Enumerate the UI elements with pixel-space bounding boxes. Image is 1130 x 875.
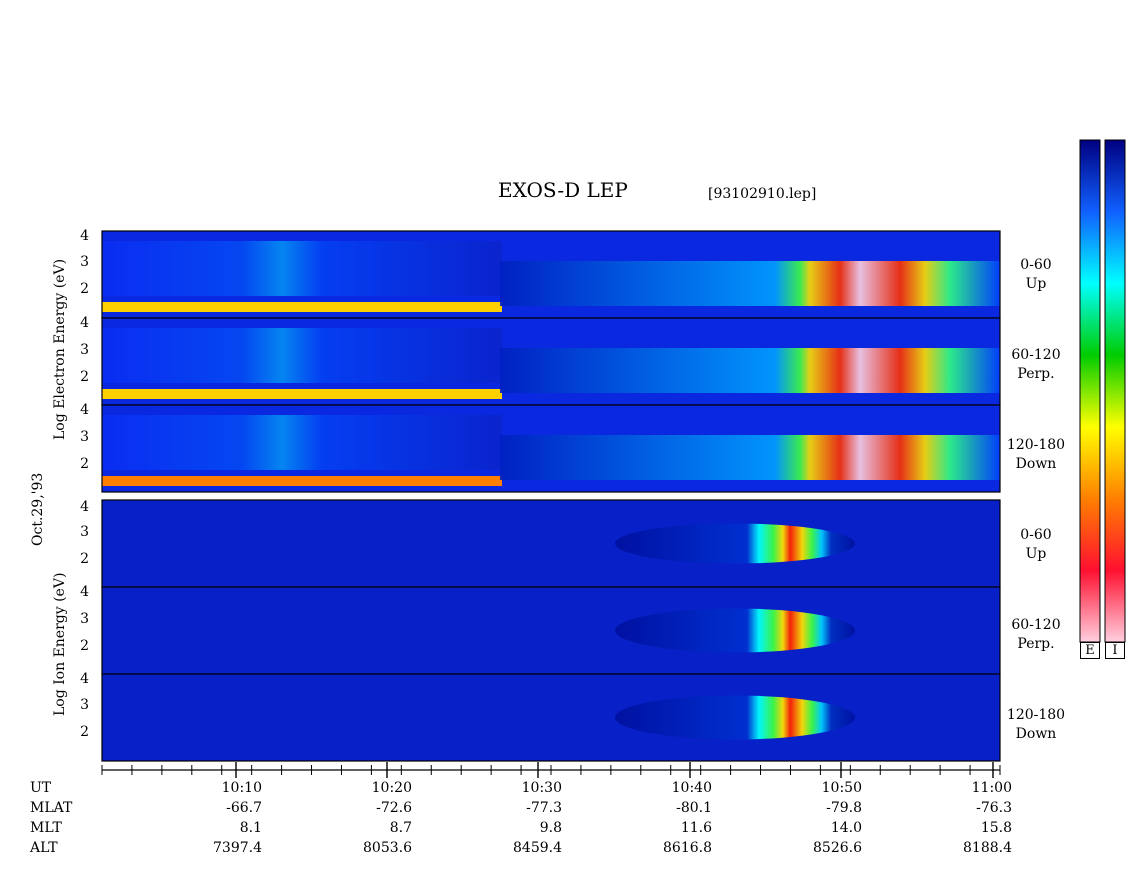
electron-precipitation-core bbox=[500, 348, 1000, 393]
ion-precipitation-core bbox=[615, 523, 855, 564]
ephemeris-value: 8.7 bbox=[389, 820, 412, 836]
ytick: 4 bbox=[80, 228, 89, 244]
ytick: 2 bbox=[80, 281, 89, 297]
ephemeris-value: -72.6 bbox=[376, 800, 412, 816]
ion-ylabel: Log Ion Energy (eV) bbox=[52, 572, 68, 716]
heatmap-panel-5 bbox=[102, 587, 1000, 674]
electron-background-band bbox=[102, 328, 502, 383]
ephemeris-value: 8188.4 bbox=[963, 840, 1012, 856]
panel-label-i-up: 0-60 Up bbox=[1020, 527, 1052, 562]
ephemeris-value: -77.3 bbox=[526, 800, 562, 816]
chart-title: EXOS-D LEP bbox=[498, 178, 628, 202]
heatmap-panel-4 bbox=[102, 500, 1000, 587]
ion-precipitation-core bbox=[615, 608, 855, 653]
panel-label-i-down: 120-180 Down bbox=[1006, 707, 1066, 742]
electron-precipitation-core bbox=[500, 261, 1000, 306]
colorbar-label-e: E bbox=[1080, 642, 1100, 659]
ytick: 3 bbox=[80, 342, 89, 358]
ytick: 3 bbox=[80, 611, 89, 627]
ephemeris-value: 8.1 bbox=[239, 820, 262, 836]
ytick: 2 bbox=[80, 369, 89, 385]
ephemeris-value: 10:40 bbox=[671, 780, 712, 796]
ytick: 3 bbox=[80, 697, 89, 713]
ytick: 4 bbox=[80, 315, 89, 331]
colorbar-electron bbox=[1079, 139, 1101, 643]
electron-ylabel: Log Electron Energy (eV) bbox=[52, 258, 68, 440]
ephemeris-value: 11.6 bbox=[680, 820, 712, 836]
ephemeris-value: 7397.4 bbox=[213, 840, 262, 856]
panel-frame bbox=[101, 404, 1001, 493]
electron-low-energy-band bbox=[102, 302, 502, 312]
ytick: 4 bbox=[80, 671, 89, 687]
ephemeris-value: 8053.6 bbox=[363, 840, 412, 856]
ephemeris-value: -80.1 bbox=[676, 800, 712, 816]
ytick: 4 bbox=[80, 499, 89, 515]
ephemeris-value: -66.7 bbox=[226, 800, 262, 816]
ephemeris-row-label: MLAT bbox=[30, 800, 73, 816]
ytick: 2 bbox=[80, 638, 89, 654]
ytick: 3 bbox=[80, 429, 89, 445]
ephemeris-value: 14.0 bbox=[830, 820, 862, 836]
panel-label-e-down: 120-180 Down bbox=[1006, 437, 1066, 472]
panel-label-e-up: 0-60 Up bbox=[1020, 257, 1052, 292]
ytick: 2 bbox=[80, 724, 89, 740]
ephemeris-value: 10:50 bbox=[821, 780, 862, 796]
ytick: 3 bbox=[80, 524, 89, 540]
ephemeris-value: 8526.6 bbox=[813, 840, 862, 856]
date-label: Oct.29,'93 bbox=[30, 472, 46, 546]
ytick: 2 bbox=[80, 456, 89, 472]
electron-precipitation-core bbox=[500, 435, 1000, 480]
ion-precipitation-core bbox=[615, 695, 855, 740]
panel-label-i-perp: 60-120 Perp. bbox=[1011, 617, 1061, 652]
panel-frame bbox=[101, 673, 1001, 762]
ephemeris-row-label: MLT bbox=[30, 820, 62, 836]
electron-low-energy-band bbox=[102, 389, 502, 399]
ephemeris-value: 11:00 bbox=[971, 780, 1012, 796]
ephemeris-value: -76.3 bbox=[976, 800, 1012, 816]
colorbar-ion bbox=[1104, 139, 1126, 643]
ephemeris-value: 10:20 bbox=[371, 780, 412, 796]
panel-label-e-perp: 60-120 Perp. bbox=[1011, 347, 1061, 382]
heatmap-panel-6 bbox=[102, 674, 1000, 761]
ephemeris-value: 15.8 bbox=[980, 820, 1012, 836]
ytick: 4 bbox=[80, 402, 89, 418]
ephemeris-row-label: ALT bbox=[30, 840, 58, 856]
ytick: 3 bbox=[80, 254, 89, 270]
colorbar-label-i: I bbox=[1105, 642, 1125, 659]
file-name: [93102910.lep] bbox=[708, 186, 817, 202]
electron-background-band bbox=[102, 415, 502, 470]
ephemeris-value: -79.8 bbox=[826, 800, 862, 816]
electron-background-band bbox=[102, 241, 502, 296]
ephemeris-value: 10:10 bbox=[221, 780, 262, 796]
electron-low-energy-band bbox=[102, 476, 502, 486]
ephemeris-value: 8459.4 bbox=[513, 840, 562, 856]
ephemeris-value: 9.8 bbox=[539, 820, 562, 836]
ytick: 2 bbox=[80, 551, 89, 567]
ytick: 4 bbox=[80, 584, 89, 600]
ephemeris-row-label: UT bbox=[30, 780, 52, 796]
ephemeris-value: 10:30 bbox=[521, 780, 562, 796]
ephemeris-value: 8616.8 bbox=[663, 840, 712, 856]
